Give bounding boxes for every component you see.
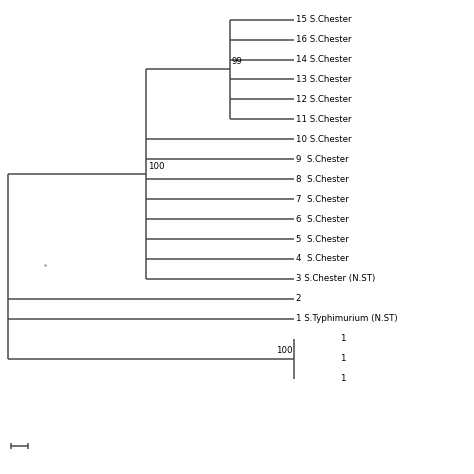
Text: 1: 1 — [339, 354, 345, 363]
Text: 9  S.Chester: 9 S.Chester — [296, 155, 348, 164]
Text: 100: 100 — [148, 162, 164, 171]
Text: 10 S.Chester: 10 S.Chester — [296, 135, 351, 144]
Text: 100: 100 — [276, 346, 292, 355]
Text: 5  S.Chester: 5 S.Chester — [296, 235, 348, 244]
Text: 1: 1 — [339, 334, 345, 343]
Text: 8  S.Chester: 8 S.Chester — [296, 175, 348, 184]
Text: 6  S.Chester: 6 S.Chester — [296, 215, 348, 224]
Text: 16 S.Chester: 16 S.Chester — [296, 35, 351, 44]
Text: 15 S.Chester: 15 S.Chester — [296, 15, 351, 24]
Text: 13 S.Chester: 13 S.Chester — [296, 75, 351, 84]
Text: 3 S.Chester (N.ST): 3 S.Chester (N.ST) — [296, 274, 375, 283]
Text: 14 S.Chester: 14 S.Chester — [296, 55, 351, 64]
Text: 7  S.Chester: 7 S.Chester — [296, 195, 348, 204]
Text: 1: 1 — [339, 374, 345, 383]
Text: 4  S.Chester: 4 S.Chester — [296, 255, 348, 264]
Text: 12 S.Chester: 12 S.Chester — [296, 95, 351, 104]
Text: 11 S.Chester: 11 S.Chester — [296, 115, 351, 124]
Text: 2: 2 — [296, 294, 301, 303]
Text: 99: 99 — [232, 57, 243, 66]
Text: 1 S.Typhimurium (N.ST): 1 S.Typhimurium (N.ST) — [296, 314, 398, 323]
